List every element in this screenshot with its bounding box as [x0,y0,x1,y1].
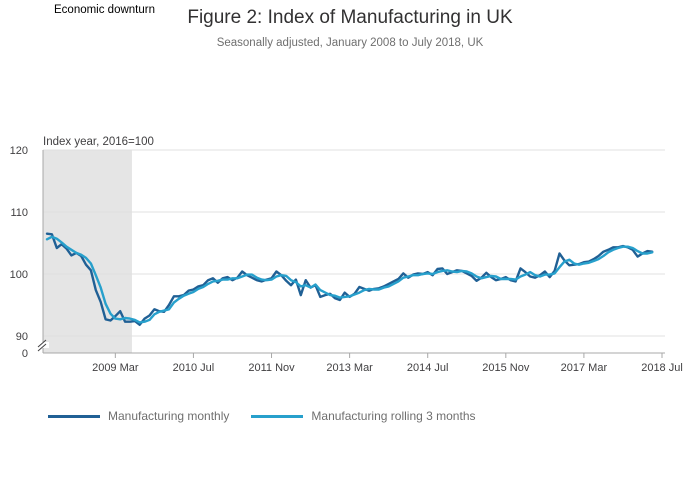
axis-break-mark [37,343,47,352]
x-tick-label: 2017 Mar [561,362,608,374]
legend: Manufacturing monthly Manufacturing roll… [48,409,498,423]
chart-title: Figure 2: Index of Manufacturing in UK [187,7,513,28]
legend-swatch-rolling [251,414,304,418]
chart-subtitle: Seasonally adjusted, January 2008 to Jul… [216,37,484,49]
y-axis-label: Index year, 2016=100 [43,136,154,148]
y-tick-label: 0 [22,348,28,360]
x-tick-label: 2011 Nov [248,362,295,374]
downturn-annotation-label: Economic downturn [54,4,155,16]
series-line-monthly [45,232,654,326]
axis-break-gap [37,342,49,348]
legend-item-monthly[interactable]: Manufacturing monthly [48,409,229,423]
legend-label-monthly: Manufacturing monthly [108,409,230,423]
y-tick-label: 100 [10,269,28,281]
y-tick-label: 120 [10,145,28,157]
series-line-rolling [45,235,654,324]
legend-label-rolling: Manufacturing rolling 3 months [311,409,476,423]
y-tick-label: 110 [10,207,28,219]
x-tick-label: 2010 Jul [173,362,215,374]
x-tick-label: 2018 Jul [641,362,683,374]
x-tick-label: 2014 Jul [407,362,449,374]
downturn-shading [43,150,132,353]
x-tick-label: 2009 Mar [92,362,139,374]
y-tick-label: 90 [16,331,28,343]
axis-break-mark [37,339,47,348]
x-tick-label: 2013 Mar [326,362,373,374]
x-tick-label: 2015 Nov [482,362,530,374]
legend-swatch-monthly [48,414,100,418]
legend-item-rolling[interactable]: Manufacturing rolling 3 months [251,409,476,423]
